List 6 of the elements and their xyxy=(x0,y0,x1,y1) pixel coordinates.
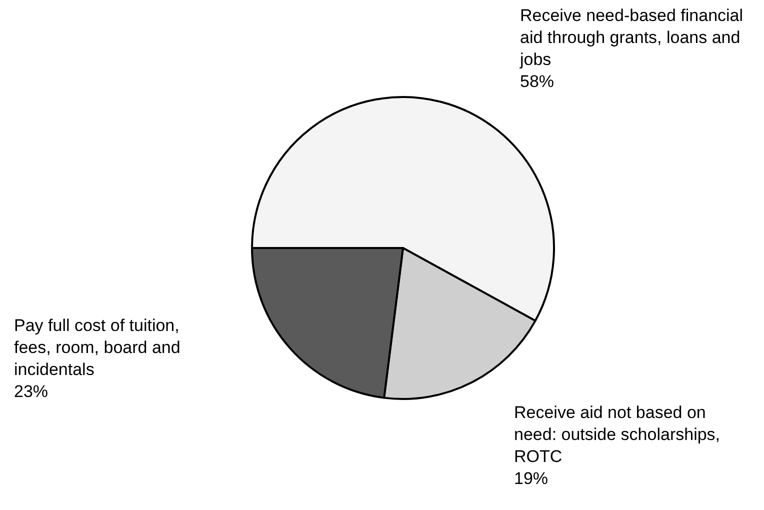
data-label: 58% xyxy=(520,72,554,92)
data-label: 19% xyxy=(514,469,548,488)
data-label: 23% xyxy=(14,382,48,402)
slice-label: Pay full cost of tuition, fees, room, board and incidentals xyxy=(14,316,180,380)
slice-label: Receive need-based financial aid through grants, loans and jobs xyxy=(519,6,744,70)
slice-label: Receive aid not based on need: outside scholarships, ROTC xyxy=(514,403,720,466)
